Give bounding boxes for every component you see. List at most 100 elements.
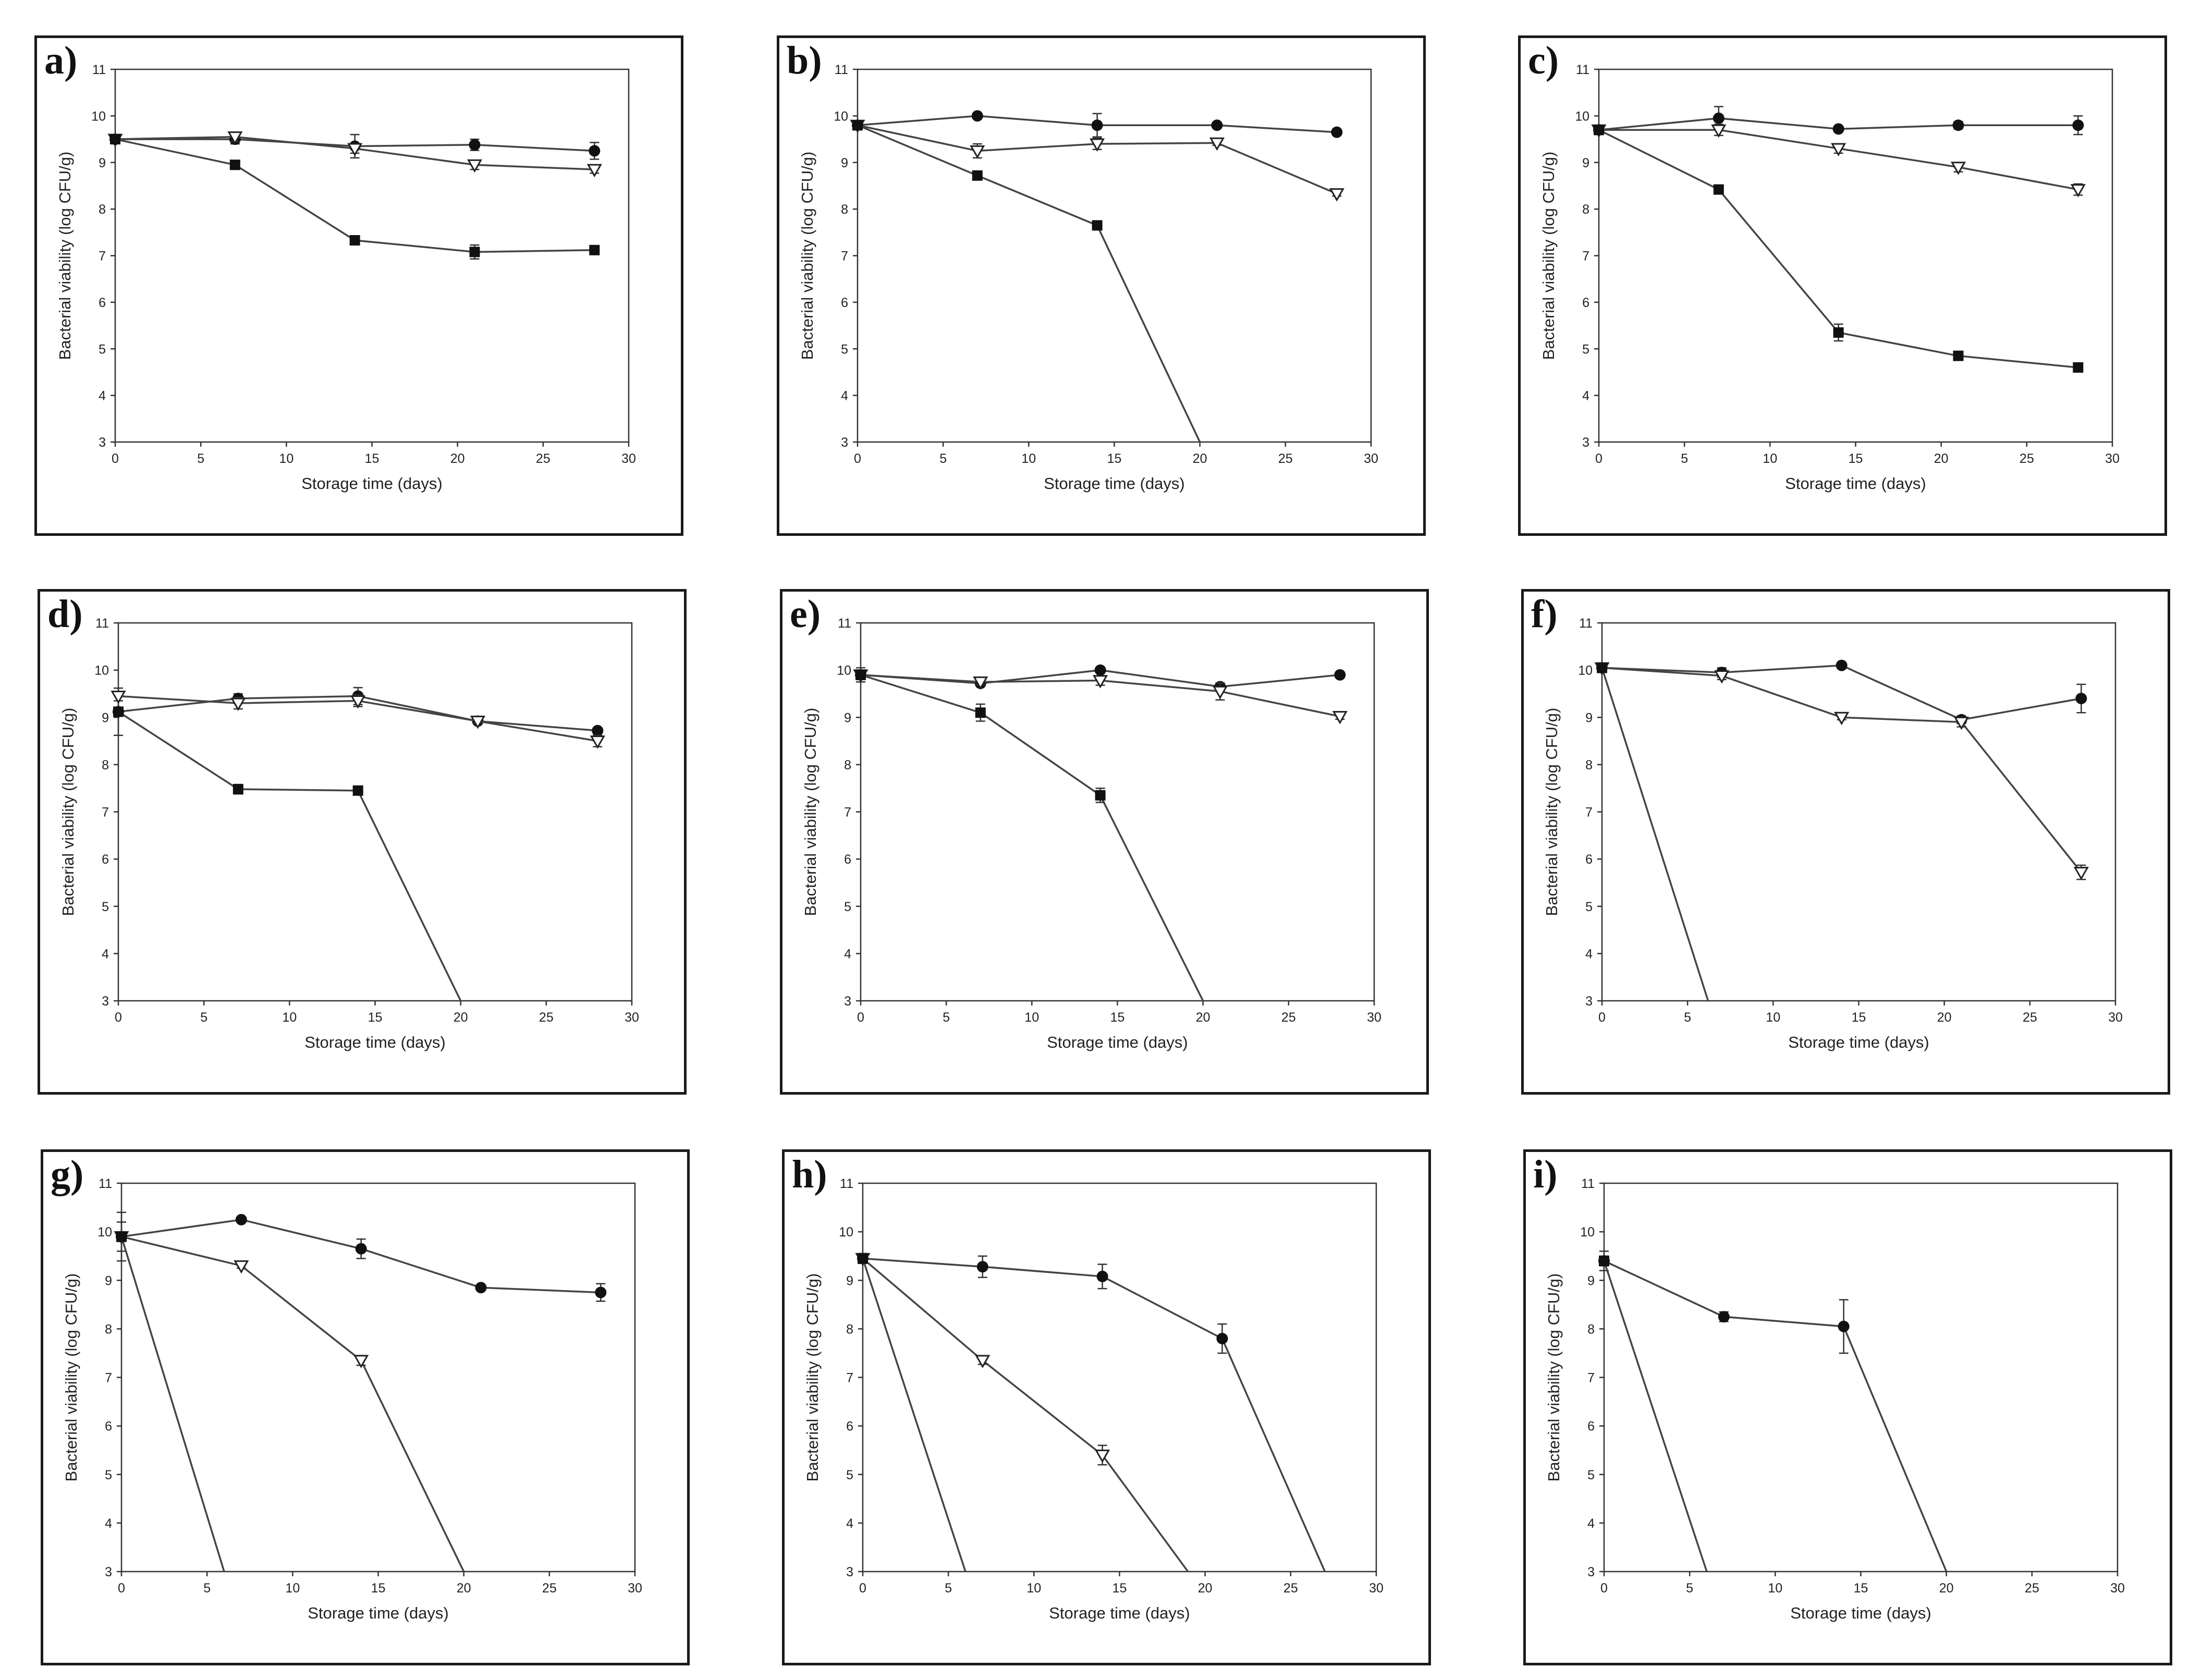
y-tick-label: 10 (834, 109, 848, 124)
data-point-circle (1836, 659, 1848, 671)
data-point-circle (1331, 126, 1343, 138)
series-circle (1598, 1250, 1948, 1572)
data-point-triangle (1212, 685, 1228, 700)
chart-panel-d: d) 0 5 10 15 20 25 30 3 4 5 6 7 8 9 10 11 Storage time (d… (38, 589, 687, 1095)
chart-svg: g) 0 5 10 15 20 25 30 3 4 5 6 7 8 9 10 11 Storage time (d… (51, 1152, 642, 1622)
y-tick-label: 8 (844, 758, 851, 772)
y-tick-label: 8 (105, 1322, 112, 1336)
chart-panel-e: e) 0 5 10 15 20 25 30 3 4 5 6 7 8 9 10 11 Storage time (d… (780, 589, 1429, 1095)
y-tick-label: 9 (844, 710, 851, 725)
y-tick-label: 6 (1585, 852, 1593, 867)
y-tick-label: 7 (102, 805, 109, 820)
y-tick-label: 5 (1582, 342, 1589, 357)
x-tick-label: 5 (197, 451, 204, 466)
plot-frame (120, 1182, 636, 1573)
series-square (113, 706, 462, 1001)
data-point-circle (1712, 112, 1724, 124)
data-point-triangle (973, 676, 988, 690)
x-tick-label: 25 (1283, 1581, 1298, 1596)
y-tick-label: 3 (1585, 994, 1593, 1009)
data-point-circle (2075, 693, 2087, 704)
data-point-circle (1211, 119, 1223, 131)
panel-label: b) (787, 39, 822, 82)
series-triangle (111, 690, 605, 749)
data-point-circle (1216, 1333, 1228, 1344)
series-square (1594, 125, 2084, 373)
y-axis-label: Bacterial viability (log CFU/g) (801, 708, 819, 916)
y-tick-label: 7 (1582, 249, 1589, 264)
x-tick-label: 0 (859, 1581, 866, 1596)
data-point-triangle (467, 159, 483, 173)
x-axis-label: Storage time (days) (1047, 1033, 1188, 1051)
data-point-triangle (1093, 675, 1108, 689)
panel-label: d) (47, 592, 83, 636)
chart-svg: c) 0 5 10 15 20 25 30 3 4 5 6 7 8 9 10 11 Storage time (d… (1528, 39, 2120, 493)
x-tick-label: 0 (112, 451, 119, 466)
x-tick-label: 20 (450, 451, 465, 466)
data-point-triangle (350, 695, 366, 709)
x-tick-label: 20 (1198, 1581, 1213, 1596)
x-tick-label: 0 (1600, 1581, 1608, 1596)
x-tick-label: 10 (282, 1010, 297, 1025)
y-tick-label: 9 (1587, 1273, 1595, 1288)
x-tick-label: 10 (1763, 451, 1777, 466)
panel-label: c) (1528, 39, 1559, 82)
y-tick-label: 3 (105, 1565, 112, 1579)
series-circle (852, 110, 1343, 138)
x-tick-label: 30 (1364, 451, 1378, 466)
x-axis-label: Storage time (days) (1788, 1033, 1929, 1051)
x-tick-label: 5 (200, 1010, 207, 1025)
panel-label: g) (51, 1152, 83, 1196)
data-point-triangle (1711, 124, 1727, 138)
data-point-square (589, 244, 600, 255)
y-tick-label: 4 (844, 947, 851, 961)
data-point-triangle (1831, 143, 1846, 156)
x-tick-label: 0 (118, 1581, 125, 1596)
y-tick-label: 7 (1587, 1371, 1595, 1385)
y-tick-label: 5 (99, 342, 106, 357)
y-tick-label: 10 (1575, 109, 1589, 124)
y-tick-label: 4 (105, 1516, 112, 1531)
x-tick-label: 25 (539, 1010, 554, 1025)
chart-svg: h) 0 5 10 15 20 25 30 3 4 5 6 7 8 9 10 11 Storage time (d… (792, 1152, 1384, 1622)
y-axis-label: Bacterial viability (log CFU/g) (1543, 708, 1561, 916)
x-axis-label: Storage time (days) (1790, 1604, 1931, 1622)
plot-frame (117, 622, 633, 1002)
data-point-triangle (2070, 184, 2086, 198)
x-tick-label: 25 (2023, 1010, 2037, 1025)
x-tick-label: 30 (621, 451, 636, 466)
series-line (860, 674, 1204, 1001)
panel-label: h) (792, 1152, 827, 1196)
x-axis-label: Storage time (days) (1044, 474, 1185, 493)
y-tick-label: 7 (841, 249, 848, 264)
data-point-triangle (234, 1260, 249, 1274)
plot-frame (1603, 1182, 2119, 1573)
data-point-circle (235, 1213, 247, 1225)
y-tick-label: 4 (846, 1516, 853, 1531)
series-square (858, 1253, 967, 1572)
x-tick-label: 25 (2025, 1581, 2039, 1596)
y-tick-label: 5 (844, 900, 851, 914)
x-tick-label: 10 (1026, 1581, 1041, 1596)
chart-panel-h: h) 0 5 10 15 20 25 30 3 4 5 6 7 8 9 10 11 Storage time (d… (782, 1149, 1431, 1665)
data-point-triangle (970, 145, 985, 159)
data-point-circle (595, 1286, 607, 1298)
y-tick-label: 11 (92, 63, 106, 77)
x-tick-label: 25 (536, 451, 550, 466)
y-tick-label: 5 (105, 1468, 112, 1482)
y-tick-label: 3 (102, 994, 109, 1009)
y-tick-label: 10 (1580, 1225, 1595, 1240)
data-point-circle (592, 725, 604, 737)
y-axis-label: Bacterial viability (log CFU/g) (59, 708, 77, 916)
data-point-triangle (975, 1355, 990, 1368)
series-square (852, 120, 1201, 443)
x-tick-label: 30 (628, 1581, 642, 1596)
series-triangle (850, 119, 1344, 202)
data-point-circle (475, 1282, 487, 1294)
data-point-square (1599, 1256, 1609, 1266)
y-axis-label: Bacterial viability (log CFU/g) (803, 1273, 822, 1482)
x-tick-label: 0 (857, 1010, 864, 1025)
y-tick-label: 6 (844, 852, 851, 867)
data-point-circle (1334, 669, 1346, 681)
chart-panel-i: i) 0 5 10 15 20 25 30 3 4 5 6 7 8 9 10 11 Storage time (d… (1523, 1149, 2172, 1665)
